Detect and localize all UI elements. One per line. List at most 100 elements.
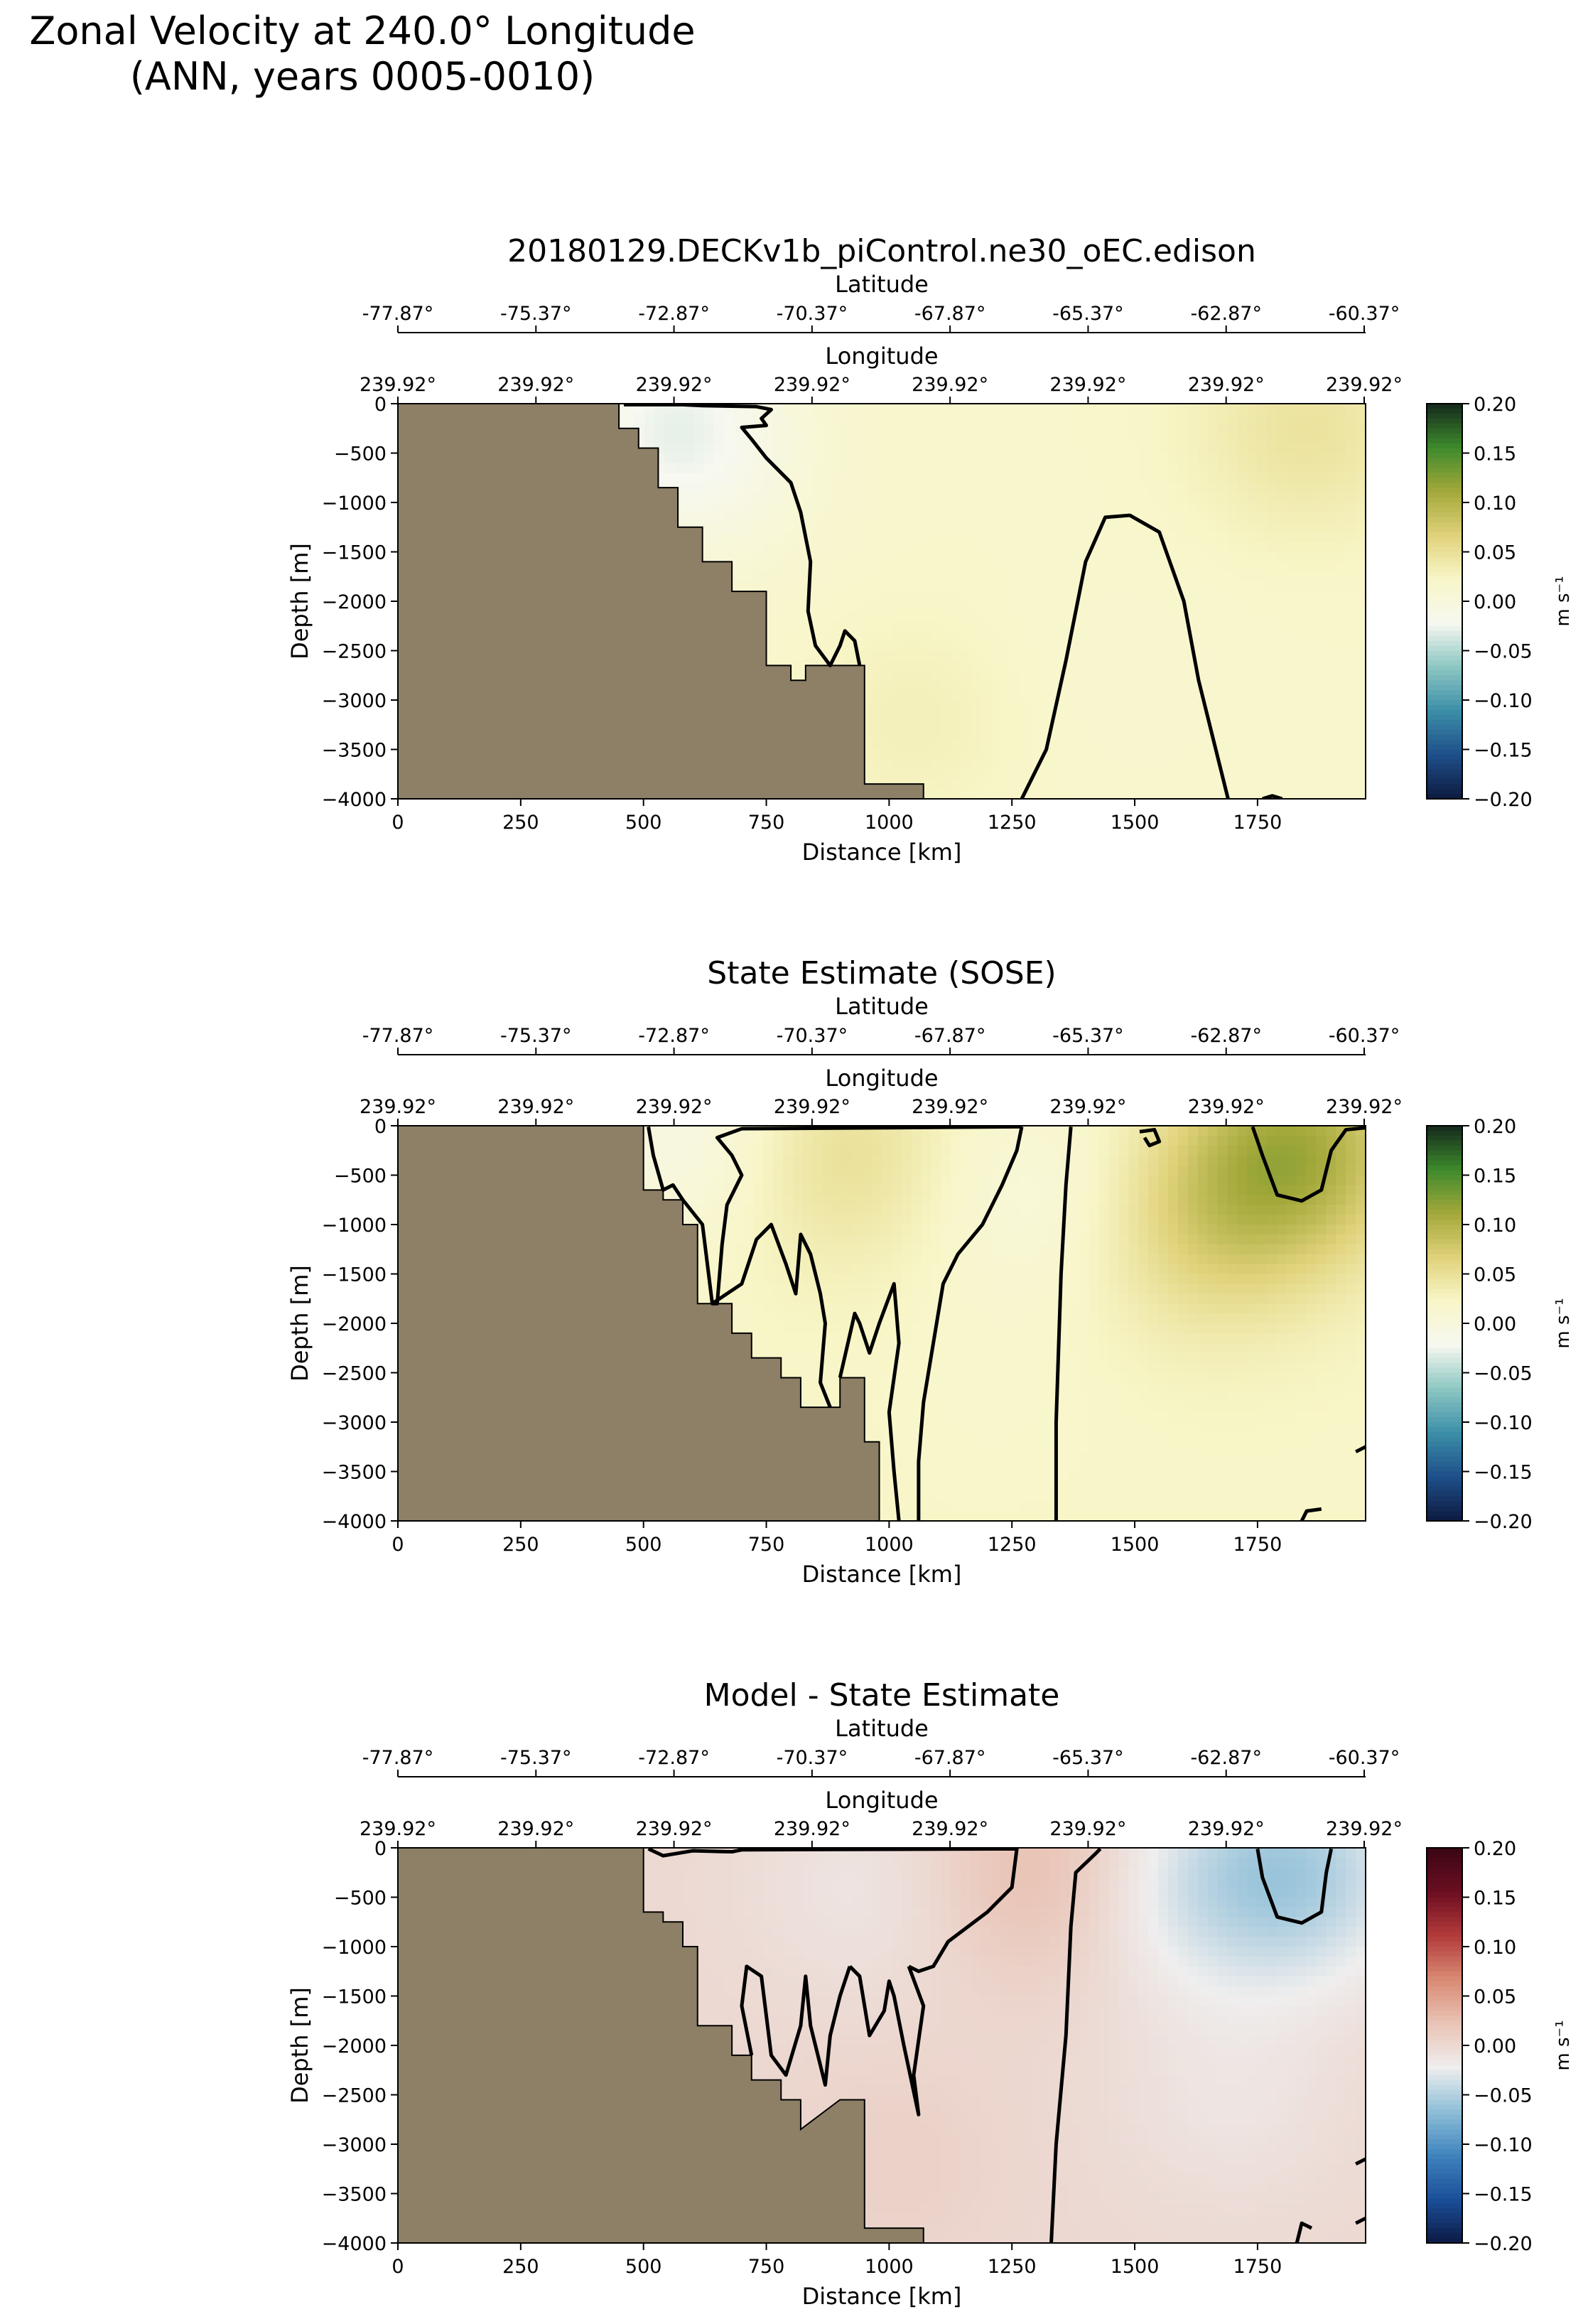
heatmap-cell <box>1128 739 1139 751</box>
heatmap-cell <box>1118 404 1130 414</box>
heatmap-cell <box>921 749 932 760</box>
heatmap-cell <box>1118 522 1130 533</box>
heatmap-cell <box>891 453 902 463</box>
heatmap-cell <box>1030 749 1040 760</box>
heatmap-cell <box>1257 700 1268 711</box>
heatmap-cell <box>753 493 764 503</box>
heatmap-cell <box>1049 542 1060 553</box>
heatmap-cell <box>773 620 784 632</box>
heatmap-cell <box>1227 640 1238 652</box>
x-tick-label: 1750 <box>1233 812 1282 834</box>
heatmap-cell <box>1020 690 1031 701</box>
heatmap-cell <box>1158 670 1169 681</box>
heatmap-cell <box>882 690 892 701</box>
heatmap-cell <box>961 610 971 622</box>
heatmap-cell <box>1326 571 1336 582</box>
heatmap-cell <box>1069 650 1080 661</box>
heatmap-cell <box>911 650 922 661</box>
heatmap-cell <box>921 759 932 770</box>
heatmap-cell <box>1197 640 1209 652</box>
heatmap-cell <box>1118 601 1130 612</box>
heatmap-cell <box>1326 552 1336 562</box>
heatmap-cell <box>674 463 685 473</box>
heatmap-cell <box>822 443 833 454</box>
heatmap-cell <box>743 512 754 523</box>
heatmap-cell <box>1138 561 1149 572</box>
heatmap-cell <box>822 620 833 632</box>
heatmap-cell <box>1257 423 1268 434</box>
heatmap-cell <box>1296 739 1307 751</box>
heatmap-cell <box>971 433 981 444</box>
heatmap-cell <box>723 512 735 523</box>
heatmap-cell <box>971 620 981 632</box>
heatmap-cell <box>980 453 991 463</box>
heatmap-cell <box>1356 532 1366 543</box>
heatmap-cell <box>832 542 843 553</box>
heatmap-cell <box>862 640 873 652</box>
heatmap-cell <box>1346 690 1356 701</box>
heatmap-cell <box>1039 690 1050 701</box>
heatmap-cell <box>1187 700 1199 711</box>
heatmap-cell <box>872 749 882 760</box>
colorbar-segment <box>1427 571 1462 577</box>
heatmap-cell <box>961 729 971 741</box>
heatmap-cell <box>783 463 794 473</box>
heatmap-cell <box>1177 729 1189 741</box>
heatmap-cell <box>1346 423 1356 434</box>
heatmap-cell <box>911 512 922 523</box>
heatmap-cell <box>773 561 784 572</box>
heatmap-cell <box>1049 610 1060 622</box>
heatmap-cell <box>1237 620 1248 632</box>
heatmap-cell <box>783 542 794 553</box>
heatmap-cell <box>1108 620 1120 632</box>
heatmap-cell <box>1197 463 1209 473</box>
heatmap-cell <box>1207 542 1219 553</box>
heatmap-cell <box>1257 571 1268 582</box>
heatmap-cell <box>753 512 764 523</box>
heatmap-cell <box>872 502 882 513</box>
heatmap-cell <box>931 630 941 642</box>
heatmap-cell <box>1000 502 1011 513</box>
heatmap-cell <box>703 453 715 463</box>
heatmap-cell <box>1187 453 1199 463</box>
heatmap-cell <box>1010 650 1021 661</box>
heatmap-cell <box>872 620 882 632</box>
heatmap-cell <box>1098 769 1110 780</box>
heatmap-cell <box>911 591 922 602</box>
heatmap-cell <box>882 413 892 424</box>
heatmap-cell <box>1227 463 1238 473</box>
heatmap-cell <box>971 512 981 523</box>
heatmap-cell <box>1177 473 1189 483</box>
heatmap-cell <box>990 739 1001 751</box>
heatmap-cell <box>1267 630 1278 642</box>
heatmap-cell <box>1138 660 1149 671</box>
heatmap-cell <box>1168 700 1179 711</box>
heatmap-cell <box>842 571 853 582</box>
heatmap-cell <box>891 620 902 632</box>
heatmap-cell <box>1030 443 1040 454</box>
heatmap-cell <box>713 493 725 503</box>
heatmap-cell <box>921 769 932 780</box>
heatmap-cell <box>1020 502 1031 513</box>
colorbar-segment <box>1427 764 1462 770</box>
heatmap-cell <box>1089 522 1100 533</box>
heatmap-cell <box>971 759 981 770</box>
heatmap-cell <box>951 542 961 553</box>
heatmap-cell <box>931 404 941 414</box>
heatmap-cell <box>990 729 1001 741</box>
heatmap-cell <box>1049 493 1060 503</box>
heatmap-cell <box>1197 739 1209 751</box>
heatmap-cell <box>713 433 725 444</box>
heatmap-cell <box>1089 404 1100 414</box>
colorbar-segment <box>1427 522 1462 528</box>
heatmap-cell <box>1326 640 1336 652</box>
heatmap-cell <box>852 453 863 463</box>
heatmap-cell <box>1118 542 1130 553</box>
heatmap-cell <box>723 542 735 553</box>
colorbar-segment <box>1427 423 1462 429</box>
heatmap-cell <box>743 473 754 483</box>
heatmap-cell <box>1247 542 1258 553</box>
heatmap-cell <box>990 542 1001 553</box>
heatmap-cell <box>1286 640 1297 652</box>
heatmap-cell <box>891 709 902 721</box>
